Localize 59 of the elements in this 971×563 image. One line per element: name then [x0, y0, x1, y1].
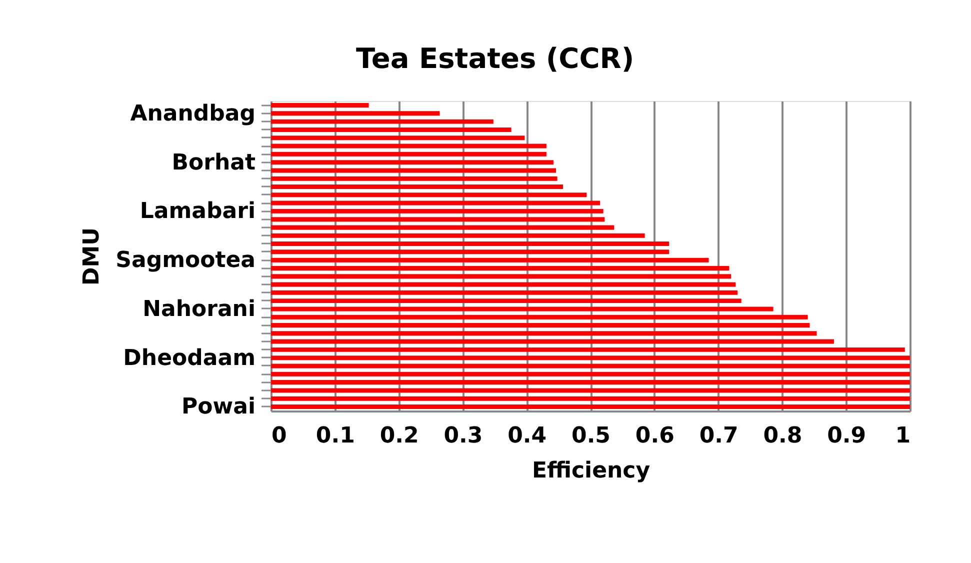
bar	[271, 225, 614, 230]
x-tick-label: 0.8	[763, 424, 802, 448]
bar	[271, 119, 494, 124]
bar	[271, 323, 810, 328]
bar	[271, 217, 605, 222]
bar	[271, 364, 910, 368]
y-tick-label: Dheodaam	[123, 346, 256, 371]
x-tick-label: 0.7	[699, 424, 738, 448]
y-tick-label: Powai	[182, 394, 256, 420]
bar	[271, 242, 670, 246]
x-tick-label: 0	[272, 424, 287, 448]
bar	[271, 266, 730, 270]
bar	[271, 250, 670, 254]
y-axis-title: DMU	[80, 227, 105, 286]
x-tick-label: 0.9	[827, 424, 866, 448]
bar	[271, 347, 905, 352]
bar	[271, 274, 732, 279]
bar	[271, 111, 440, 116]
bar	[271, 208, 604, 214]
y-tick-label: Lamabari	[140, 199, 256, 224]
y-tick-label: Sagmootea	[116, 248, 256, 274]
bar	[271, 144, 546, 148]
bar	[271, 176, 558, 181]
x-axis-title: Efficiency	[532, 458, 650, 484]
x-tick-label: 0.2	[380, 424, 419, 448]
bar	[271, 396, 910, 401]
bar	[271, 290, 738, 295]
bar	[271, 306, 774, 312]
bar	[271, 314, 808, 320]
x-tick-label: 0.6	[635, 424, 674, 448]
x-tick-label: 0.1	[316, 424, 355, 448]
bar	[271, 192, 587, 198]
bar	[271, 168, 556, 173]
bar	[271, 184, 564, 189]
bar	[271, 388, 910, 393]
bar	[271, 160, 554, 165]
bar	[271, 380, 910, 385]
x-tick-label: 1	[895, 424, 910, 448]
bar	[271, 339, 834, 344]
bar	[271, 136, 525, 140]
y-tick-label: Anandbag	[130, 101, 256, 126]
x-tick-label: 0.3	[444, 424, 483, 448]
bar	[271, 282, 736, 287]
bar	[271, 258, 709, 262]
x-tick-label: 0.4	[508, 424, 547, 448]
bar	[271, 127, 512, 132]
y-tick-label: Borhat	[172, 150, 256, 176]
bar	[271, 233, 645, 238]
chart-title: Tea Estates (CCR)	[356, 42, 634, 75]
bar	[271, 404, 910, 409]
x-tick-label: 0.5	[572, 424, 610, 448]
bar	[271, 152, 546, 156]
bar	[271, 298, 742, 304]
bar	[271, 103, 369, 108]
bar	[271, 372, 910, 376]
bar	[271, 200, 600, 206]
bar	[271, 356, 910, 360]
y-tick-label: Nahorani	[142, 296, 256, 322]
bar	[271, 331, 817, 336]
